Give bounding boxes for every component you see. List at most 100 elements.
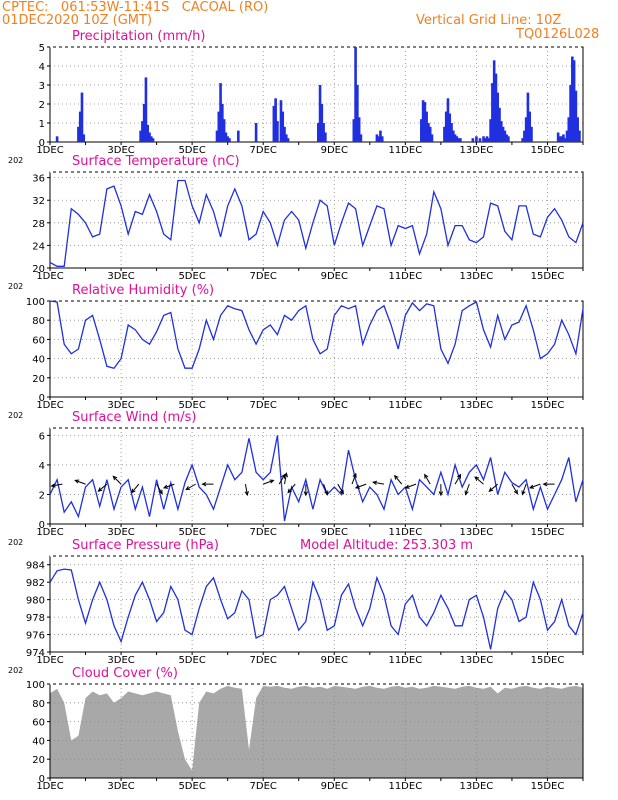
precip-bar xyxy=(254,123,258,142)
wind-arrow xyxy=(355,483,367,489)
precip-bar xyxy=(459,138,462,142)
precip-bar xyxy=(478,138,482,142)
series-line xyxy=(49,300,584,369)
precip-bar xyxy=(379,130,382,142)
x-tick-label: 7DEC xyxy=(250,655,277,666)
wind-arrow-head xyxy=(97,487,103,492)
precip-bar xyxy=(272,105,276,142)
precip-bar xyxy=(453,134,457,142)
precip-bar xyxy=(565,130,569,142)
x-tick-label: 13DEC xyxy=(460,145,494,156)
y-tick-label: 0 xyxy=(39,520,45,531)
cloud-cover-area xyxy=(50,685,583,778)
x-tick-label: 15DEC xyxy=(531,400,565,411)
wind-arrow-head xyxy=(303,491,309,497)
precip-bar xyxy=(423,102,427,142)
wind-arrow-head xyxy=(158,489,163,495)
year-fragment: 202 xyxy=(8,282,23,291)
precip-bar xyxy=(528,111,531,142)
y-tick-label: 100 xyxy=(26,680,45,691)
precip-bar xyxy=(471,138,475,142)
x-tick-label: 11DEC xyxy=(388,271,422,282)
wind-arrow xyxy=(454,474,462,485)
x-tick-label: 1DEC xyxy=(36,655,63,666)
precip-bar xyxy=(558,136,562,142)
y-tick-label: 80 xyxy=(32,699,45,710)
wind-arrow xyxy=(405,483,417,489)
wind-arrow-head xyxy=(457,473,462,479)
precip-bar xyxy=(141,121,144,142)
header-grid-note: Vertical Grid Line: 10Z xyxy=(416,13,562,28)
wind-arrow-head xyxy=(50,483,56,488)
precip-bar xyxy=(151,138,155,142)
precip-bar xyxy=(82,134,86,142)
wind-arrow-head xyxy=(424,473,429,479)
wind-arrow-head xyxy=(269,479,275,484)
y-tick-label: 1 xyxy=(39,119,45,130)
precip-bar xyxy=(507,136,510,142)
precip-bar xyxy=(492,60,496,142)
precip-bar xyxy=(501,126,505,142)
x-tick-label: 7DEC xyxy=(250,400,277,411)
precip-bar xyxy=(318,85,322,142)
wind-arrow xyxy=(263,479,274,485)
x-tick-label: 9DEC xyxy=(321,400,348,411)
x-tick-label: 11DEC xyxy=(388,145,422,156)
x-tick-label: 9DEC xyxy=(321,655,348,666)
wind-arrow xyxy=(244,484,248,496)
precip-bar xyxy=(228,138,231,142)
wind-arrow xyxy=(112,475,122,485)
x-tick-label: 5DEC xyxy=(178,527,205,538)
precip-bar xyxy=(357,117,361,142)
y-tick-label: 978 xyxy=(26,613,45,624)
y-tick-label: 80 xyxy=(32,316,45,327)
y-tick-label: 40 xyxy=(32,355,45,366)
y-tick-label: 4 xyxy=(39,62,45,73)
year-fragment: 202 xyxy=(8,156,23,165)
x-tick-label: 11DEC xyxy=(388,527,422,538)
header-model-code: TQ0126L028 xyxy=(516,27,600,42)
x-tick-label: 9DEC xyxy=(321,781,348,792)
precip-bar xyxy=(475,136,478,142)
x-tick-label: 15DEC xyxy=(531,271,565,282)
wind-arrow xyxy=(323,483,328,495)
panel-annotation: Model Altitude: 253.303 m xyxy=(300,538,473,553)
wind-arrow-head xyxy=(281,473,286,479)
precip-bar xyxy=(324,132,327,142)
wind-arrow-head xyxy=(372,480,378,486)
wind-arrow xyxy=(284,473,287,485)
precip-bar xyxy=(487,138,491,142)
wind-arrow xyxy=(51,483,63,487)
y-tick-label: 984 xyxy=(26,561,45,572)
wind-arrow-head xyxy=(528,484,535,489)
wind-arrow-head xyxy=(404,484,410,489)
panel-frame xyxy=(49,555,584,653)
panel-title: Surface Pressure (hPa) xyxy=(72,538,219,553)
y-tick-label: 4 xyxy=(39,461,45,472)
wind-arrow-head xyxy=(354,484,360,489)
precip-bar xyxy=(505,134,508,142)
precip-bar xyxy=(494,73,498,142)
y-tick-label: 100 xyxy=(26,297,45,308)
precip-bar xyxy=(455,136,459,142)
precip-bar xyxy=(524,117,528,142)
x-tick-label: 7DEC xyxy=(250,271,277,282)
precip-bar xyxy=(483,138,487,142)
year-fragment: 202 xyxy=(8,538,23,547)
y-tick-label: 36 xyxy=(32,174,45,185)
precip-bar xyxy=(530,126,533,142)
y-tick-label: 20 xyxy=(32,374,45,385)
precip-bar xyxy=(560,136,563,142)
x-tick-label: 13DEC xyxy=(460,527,494,538)
wind-arrow-head xyxy=(201,481,207,487)
precip-bar xyxy=(556,132,560,142)
precip-bar xyxy=(283,126,286,142)
wind-arrow xyxy=(163,483,175,489)
wind-arrow-head xyxy=(352,472,357,478)
header-station: CPTEC: 061:53W-11:41S CACOAL (RO) xyxy=(2,0,269,15)
x-tick-label: 9DEC xyxy=(321,527,348,538)
precip-bar xyxy=(489,119,492,142)
precip-bar xyxy=(444,111,448,142)
panel-title: Precipitation (mm/h) xyxy=(72,29,205,44)
